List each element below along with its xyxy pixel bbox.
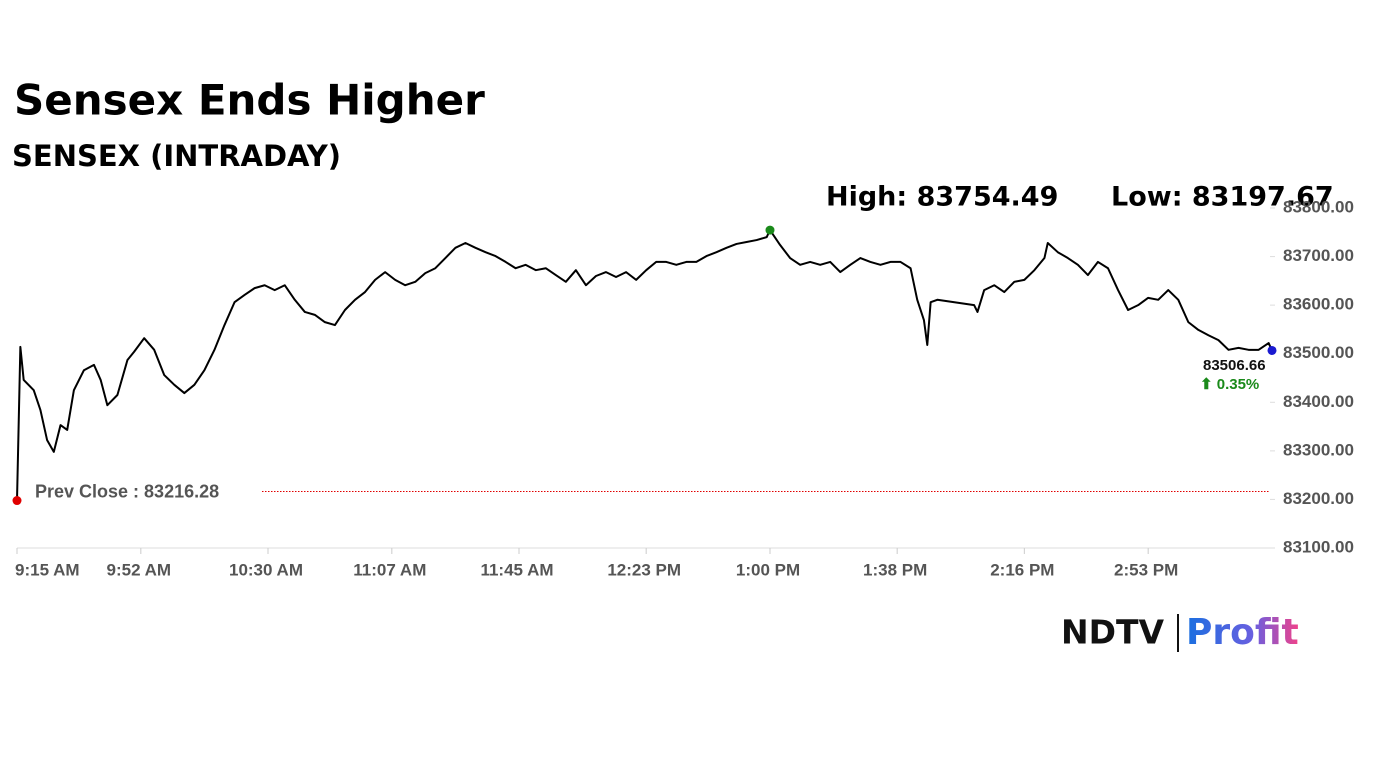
x-tick-label: 2:16 PM	[990, 560, 1054, 579]
high-dot	[765, 225, 775, 235]
y-tick-label: 83800.00	[1283, 197, 1354, 216]
last-value-label: 83506.66	[1203, 357, 1266, 374]
y-tick-label: 83700.00	[1283, 246, 1354, 265]
prev-close-label: Prev Close : 83216.28	[35, 481, 219, 501]
x-tick-label: 2:53 PM	[1114, 560, 1178, 579]
y-tick-label: 83300.00	[1283, 440, 1354, 459]
x-tick-label: 9:52 AM	[107, 560, 172, 579]
y-tick-label: 83600.00	[1283, 295, 1354, 314]
logo-profit: Profit	[1186, 612, 1299, 653]
last-dot	[1267, 345, 1277, 355]
y-tick-label: 83200.00	[1283, 489, 1354, 508]
x-tick-label: 11:45 AM	[480, 560, 553, 579]
chart-title: Sensex Ends Higher	[14, 76, 485, 125]
x-tick-label: 12:23 PM	[607, 560, 681, 579]
low-label: Low: 83197.67	[1111, 182, 1334, 213]
x-tick-label: 11:07 AM	[353, 560, 426, 579]
x-tick-label: 1:38 PM	[863, 560, 927, 579]
y-tick-label: 83100.00	[1283, 537, 1354, 556]
chart-subtitle: SENSEX (INTRADAY)	[12, 139, 341, 173]
x-tick-label: 1:00 PM	[736, 560, 800, 579]
y-tick-label: 83400.00	[1283, 392, 1354, 411]
change-label: ⬆ 0.35%	[1200, 376, 1259, 393]
x-tick-label: 10:30 AM	[229, 560, 303, 579]
price-line	[16, 229, 1273, 501]
low-dot	[12, 496, 22, 506]
logo-ndtv: NDTV	[1061, 613, 1165, 652]
high-label: High: 83754.49	[826, 182, 1058, 213]
y-tick-label: 83500.00	[1283, 343, 1354, 362]
x-tick-label: 9:15 AM	[15, 560, 80, 579]
